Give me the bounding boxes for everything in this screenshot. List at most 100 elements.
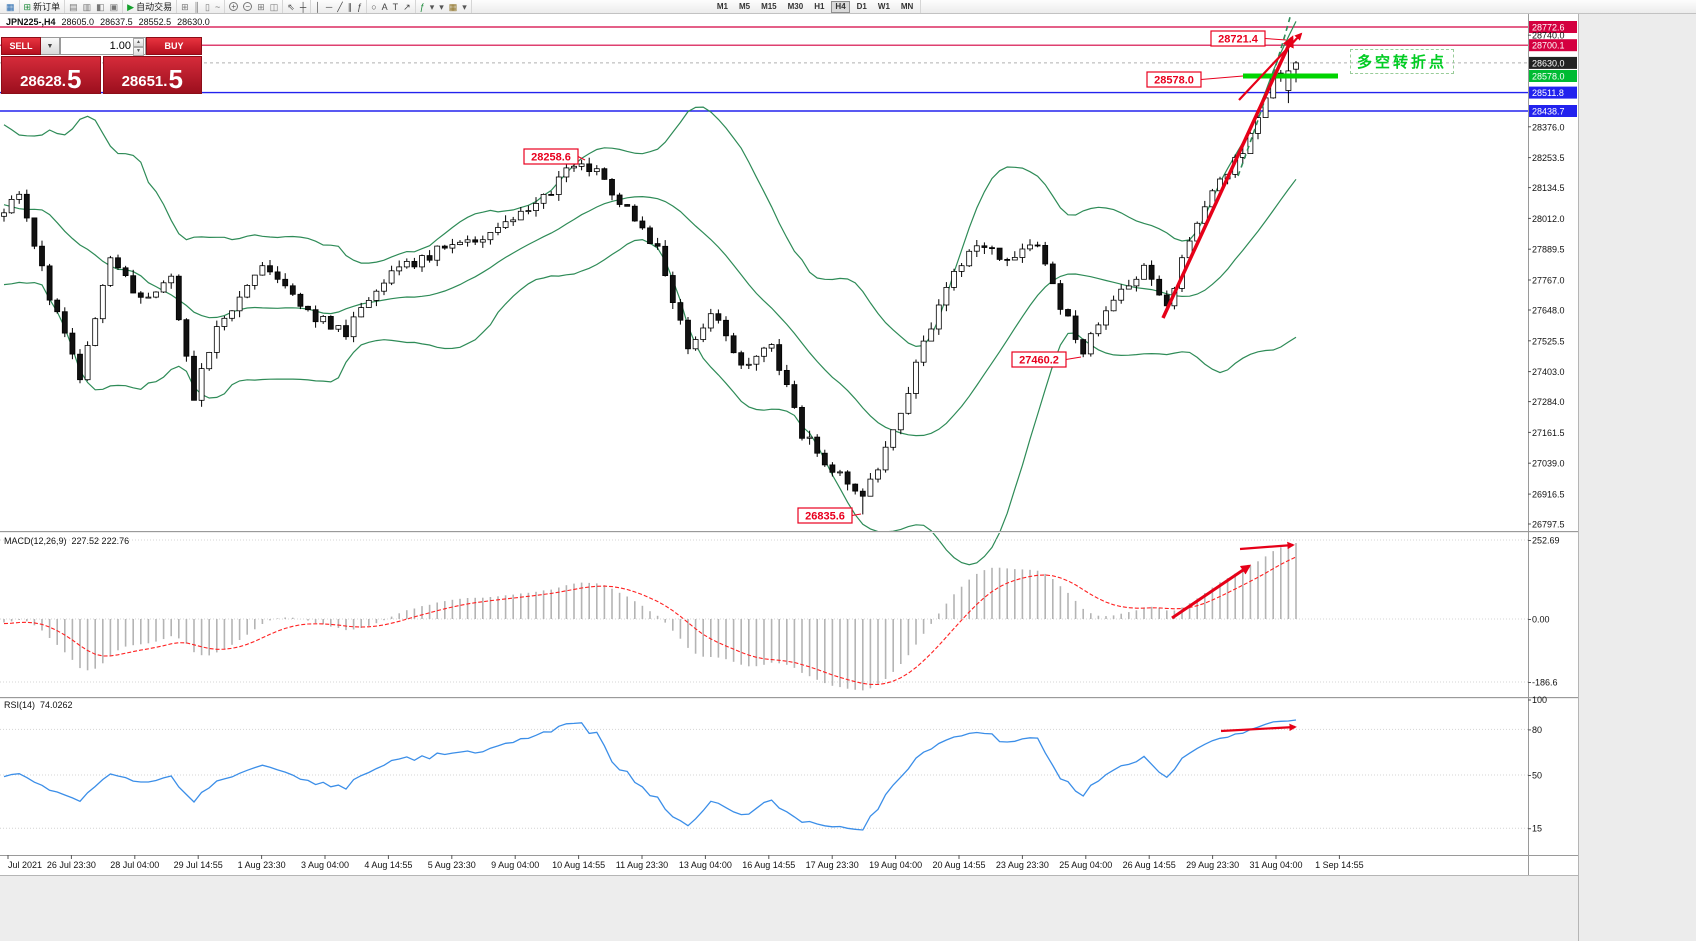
new-order-button[interactable]: ⊞ 新订单 bbox=[23, 1, 62, 13]
timeframe-w1-label: W1 bbox=[877, 2, 890, 11]
candle-chart-icon[interactable]: ▯ bbox=[204, 1, 211, 13]
svg-text:28700.1: 28700.1 bbox=[1532, 41, 1565, 51]
svg-text:28258.6: 28258.6 bbox=[531, 152, 571, 164]
svg-text:4 Aug 14:55: 4 Aug 14:55 bbox=[364, 860, 412, 870]
navigator-icon[interactable]: ◧ bbox=[95, 1, 106, 13]
ohlc-open: 28605.0 bbox=[61, 17, 95, 27]
toolbar-group-autotrade: ▶ 自动交易 bbox=[123, 0, 178, 13]
timeframe-d1[interactable]: D1 bbox=[853, 1, 871, 13]
cascade-windows-icon[interactable]: ◫ bbox=[269, 1, 280, 13]
auto-trading-button-glyph: ▶ bbox=[127, 1, 135, 12]
indicators-dropdown-icon[interactable]: ▾ bbox=[429, 1, 436, 13]
timeframe-w1[interactable]: W1 bbox=[874, 1, 894, 13]
fibonacci-icon[interactable]: ƒ bbox=[356, 1, 363, 13]
periods-dropdown-icon[interactable]: ▾ bbox=[438, 1, 445, 13]
cursor-icon[interactable]: ⇖ bbox=[286, 1, 296, 13]
volume-stepper[interactable]: ▲ ▼ bbox=[133, 38, 144, 56]
svg-text:31 Aug 04:00: 31 Aug 04:00 bbox=[1249, 860, 1302, 870]
zoom-out-icon[interactable]: − bbox=[242, 1, 253, 13]
annotations-layer[interactable]: 28721.4 28578.0 28258.6 27460.2 26835.6 bbox=[523, 14, 1338, 733]
timeframe-m5[interactable]: M5 bbox=[735, 1, 754, 13]
new-chart-icon[interactable]: ⊞ bbox=[180, 1, 190, 13]
time-axis[interactable]: Jul 2021 26 Jul 23:30 28 Jul 04:00 29 Jul 1… bbox=[7, 855, 1364, 870]
svg-text:28578.0: 28578.0 bbox=[1154, 75, 1194, 87]
buy-button[interactable]: BUY bbox=[146, 37, 202, 55]
app-icon[interactable]: ▦ bbox=[5, 1, 16, 13]
timeframe-h1[interactable]: H1 bbox=[810, 1, 828, 13]
timeframe-h1-label: H1 bbox=[814, 2, 825, 11]
svg-text:29 Jul 14:55: 29 Jul 14:55 bbox=[174, 860, 223, 870]
fibonacci-icon-glyph: ƒ bbox=[357, 1, 363, 12]
data-window-icon[interactable]: ▥ bbox=[82, 1, 93, 13]
svg-text:28438.7: 28438.7 bbox=[1532, 107, 1565, 117]
ohlc-low: 28552.5 bbox=[138, 17, 172, 27]
one-click-trading-panel[interactable]: SELL ▼ 1.00 ▲ ▼ BUY 28628. 5 28651. 5 bbox=[1, 37, 202, 94]
timeframe-mn[interactable]: MN bbox=[897, 1, 917, 13]
trend-arrow-3[interactable] bbox=[1171, 564, 1252, 620]
terminal-icon[interactable]: ▣ bbox=[109, 1, 120, 13]
templates-dropdown-icon-glyph: ▾ bbox=[462, 1, 467, 12]
auto-trading-button[interactable]: ▶ 自动交易 bbox=[126, 1, 173, 13]
price-tag-28578.0[interactable] bbox=[1146, 71, 1202, 88]
market-watch-icon[interactable]: ▤ bbox=[68, 1, 79, 13]
chart-symbol-period: JPN225-,H4 bbox=[6, 17, 56, 27]
timeframe-m1[interactable]: M1 bbox=[713, 1, 732, 13]
app-icon-glyph: ▦ bbox=[6, 1, 15, 12]
trend-arrow-1[interactable] bbox=[1161, 35, 1294, 319]
timeframe-h4-label: H4 bbox=[835, 2, 846, 11]
timeframe-h4[interactable]: H4 bbox=[831, 0, 850, 13]
svg-text:28511.8: 28511.8 bbox=[1532, 88, 1564, 98]
channel-icon-glyph: ∥ bbox=[347, 1, 353, 12]
arrows-icon[interactable]: ↗ bbox=[402, 1, 412, 13]
order-type-dropdown[interactable]: ▼ bbox=[41, 37, 60, 55]
shapes-icon[interactable]: ○ bbox=[370, 1, 377, 13]
dropdown-arrow-icon: ▼ bbox=[46, 42, 54, 50]
trend-arrow-5[interactable] bbox=[1220, 723, 1297, 733]
price-tag-27460.2[interactable] bbox=[1011, 351, 1067, 368]
volume-up-icon[interactable]: ▲ bbox=[133, 38, 144, 47]
templates-dropdown-icon[interactable]: ▾ bbox=[461, 1, 468, 13]
horizontal-line-icon[interactable]: ─ bbox=[325, 1, 333, 13]
toolbar-group-lines: │ ─ ╱ ∥ ƒ bbox=[311, 0, 368, 13]
indicators-icon[interactable]: ƒ bbox=[419, 1, 426, 13]
sell-price-button[interactable]: 28628. 5 bbox=[1, 56, 101, 94]
price-tag-28258.6[interactable] bbox=[523, 148, 579, 165]
vertical-line-icon[interactable]: │ bbox=[314, 1, 322, 13]
volume-input[interactable]: 1.00 ▲ ▼ bbox=[60, 37, 146, 56]
svg-text:10 Aug 14:55: 10 Aug 14:55 bbox=[552, 860, 605, 870]
buy-price-button[interactable]: 28651. 5 bbox=[102, 56, 202, 94]
timeframe-m30[interactable]: M30 bbox=[784, 1, 808, 13]
sell-price-main: 28628. bbox=[20, 72, 66, 90]
chart-window[interactable]: 28772.6 28740.0 28700.1 28630.0 28578.0 28511… bbox=[0, 14, 1696, 875]
zoom-in-icon[interactable]: + bbox=[228, 1, 239, 13]
channel-icon[interactable]: ∥ bbox=[347, 1, 354, 13]
svg-text:27039.0: 27039.0 bbox=[1532, 459, 1565, 469]
timeframe-m15-label: M15 bbox=[761, 2, 777, 11]
trend-arrow-2[interactable] bbox=[1238, 32, 1303, 101]
svg-text:3 Aug 04:00: 3 Aug 04:00 bbox=[301, 860, 349, 870]
crosshair-icon[interactable]: ┼ bbox=[299, 1, 307, 13]
svg-text:20 Aug 14:55: 20 Aug 14:55 bbox=[932, 860, 985, 870]
macd-indicator-label: MACD(12,26,9) 227.52 222.76 bbox=[4, 536, 129, 546]
text-icon-glyph: A bbox=[381, 1, 388, 12]
timeframe-mn-label: MN bbox=[900, 2, 914, 11]
price-tag-26835.6[interactable] bbox=[797, 507, 853, 524]
shapes-icon-glyph: ○ bbox=[371, 1, 377, 12]
sell-button[interactable]: SELL bbox=[1, 37, 41, 55]
tile-windows-icon[interactable]: ⊞ bbox=[256, 1, 266, 13]
svg-text:5 Aug 23:30: 5 Aug 23:30 bbox=[428, 860, 476, 870]
volume-down-icon[interactable]: ▼ bbox=[133, 47, 144, 56]
indicators-icon-glyph: ƒ bbox=[419, 1, 425, 12]
text-icon[interactable]: A bbox=[381, 1, 389, 13]
chart-text-annotation[interactable]: 多空转折点 bbox=[1350, 49, 1455, 74]
label-icon[interactable]: T bbox=[392, 1, 400, 13]
trend-arrow-4[interactable] bbox=[1239, 541, 1295, 551]
bar-chart-icon[interactable]: ║ bbox=[193, 1, 201, 13]
templates-icon[interactable]: ▦ bbox=[448, 1, 459, 13]
timeframe-m15[interactable]: M15 bbox=[757, 1, 781, 13]
trendline-icon[interactable]: ╱ bbox=[336, 1, 343, 13]
line-chart-icon[interactable]: ~ bbox=[214, 1, 221, 13]
price-tag-28721.4[interactable] bbox=[1210, 30, 1266, 47]
